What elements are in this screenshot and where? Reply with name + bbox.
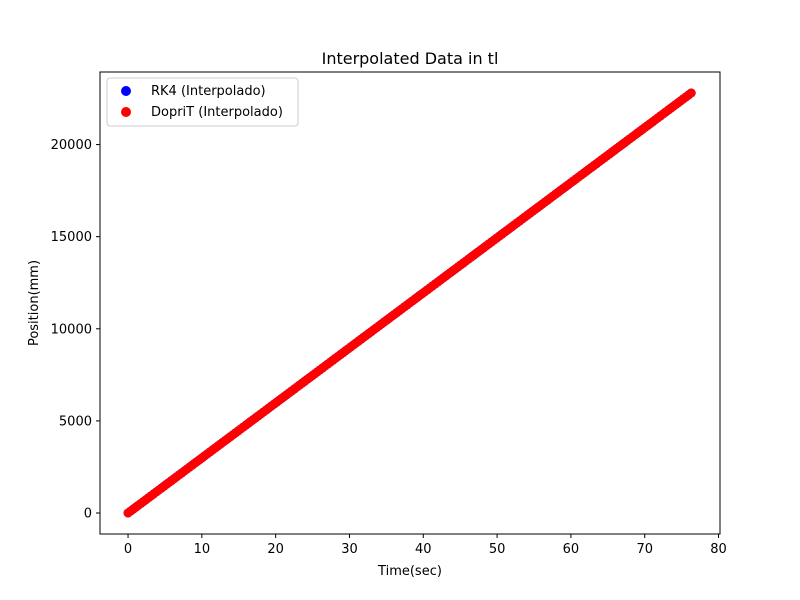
x-tick-label: 70 bbox=[636, 542, 653, 557]
x-tick-label: 40 bbox=[415, 542, 432, 557]
y-axis-label: Position(mm) bbox=[27, 260, 42, 346]
legend-label-rk4: RK4 (Interpolado) bbox=[151, 84, 266, 99]
scatter-point bbox=[686, 88, 696, 98]
y-tick-label: 0 bbox=[84, 507, 92, 522]
x-tick-label: 0 bbox=[124, 542, 132, 557]
y-axis: 0 5000 10000 15000 20000 bbox=[51, 138, 100, 522]
legend-marker-dopri bbox=[121, 107, 131, 117]
legend-label-dopri: DopriT (Interpolado) bbox=[151, 105, 283, 120]
series-dopri bbox=[123, 88, 696, 518]
legend: RK4 (Interpolado) DopriT (Interpolado) bbox=[106, 77, 299, 127]
plot-area-frame bbox=[99, 71, 721, 535]
y-tick-label: 10000 bbox=[51, 322, 92, 337]
legend-marker-rk4 bbox=[121, 86, 131, 96]
x-tick-label: 60 bbox=[563, 542, 580, 557]
x-tick-label: 80 bbox=[710, 542, 727, 557]
series-layer bbox=[123, 88, 696, 518]
legend-box bbox=[106, 77, 299, 127]
y-tick-label: 20000 bbox=[51, 138, 92, 153]
x-axis: 0 10 20 30 40 50 60 70 80 bbox=[124, 534, 727, 557]
x-tick-label: 30 bbox=[341, 542, 358, 557]
y-tick-label: 5000 bbox=[59, 414, 92, 429]
x-axis-label: Time(sec) bbox=[377, 564, 442, 579]
chart-title: Interpolated Data in tl bbox=[322, 49, 499, 68]
x-tick-label: 50 bbox=[489, 542, 506, 557]
x-tick-label: 10 bbox=[194, 542, 211, 557]
x-tick-label: 20 bbox=[267, 542, 284, 557]
y-tick-label: 15000 bbox=[51, 230, 92, 245]
